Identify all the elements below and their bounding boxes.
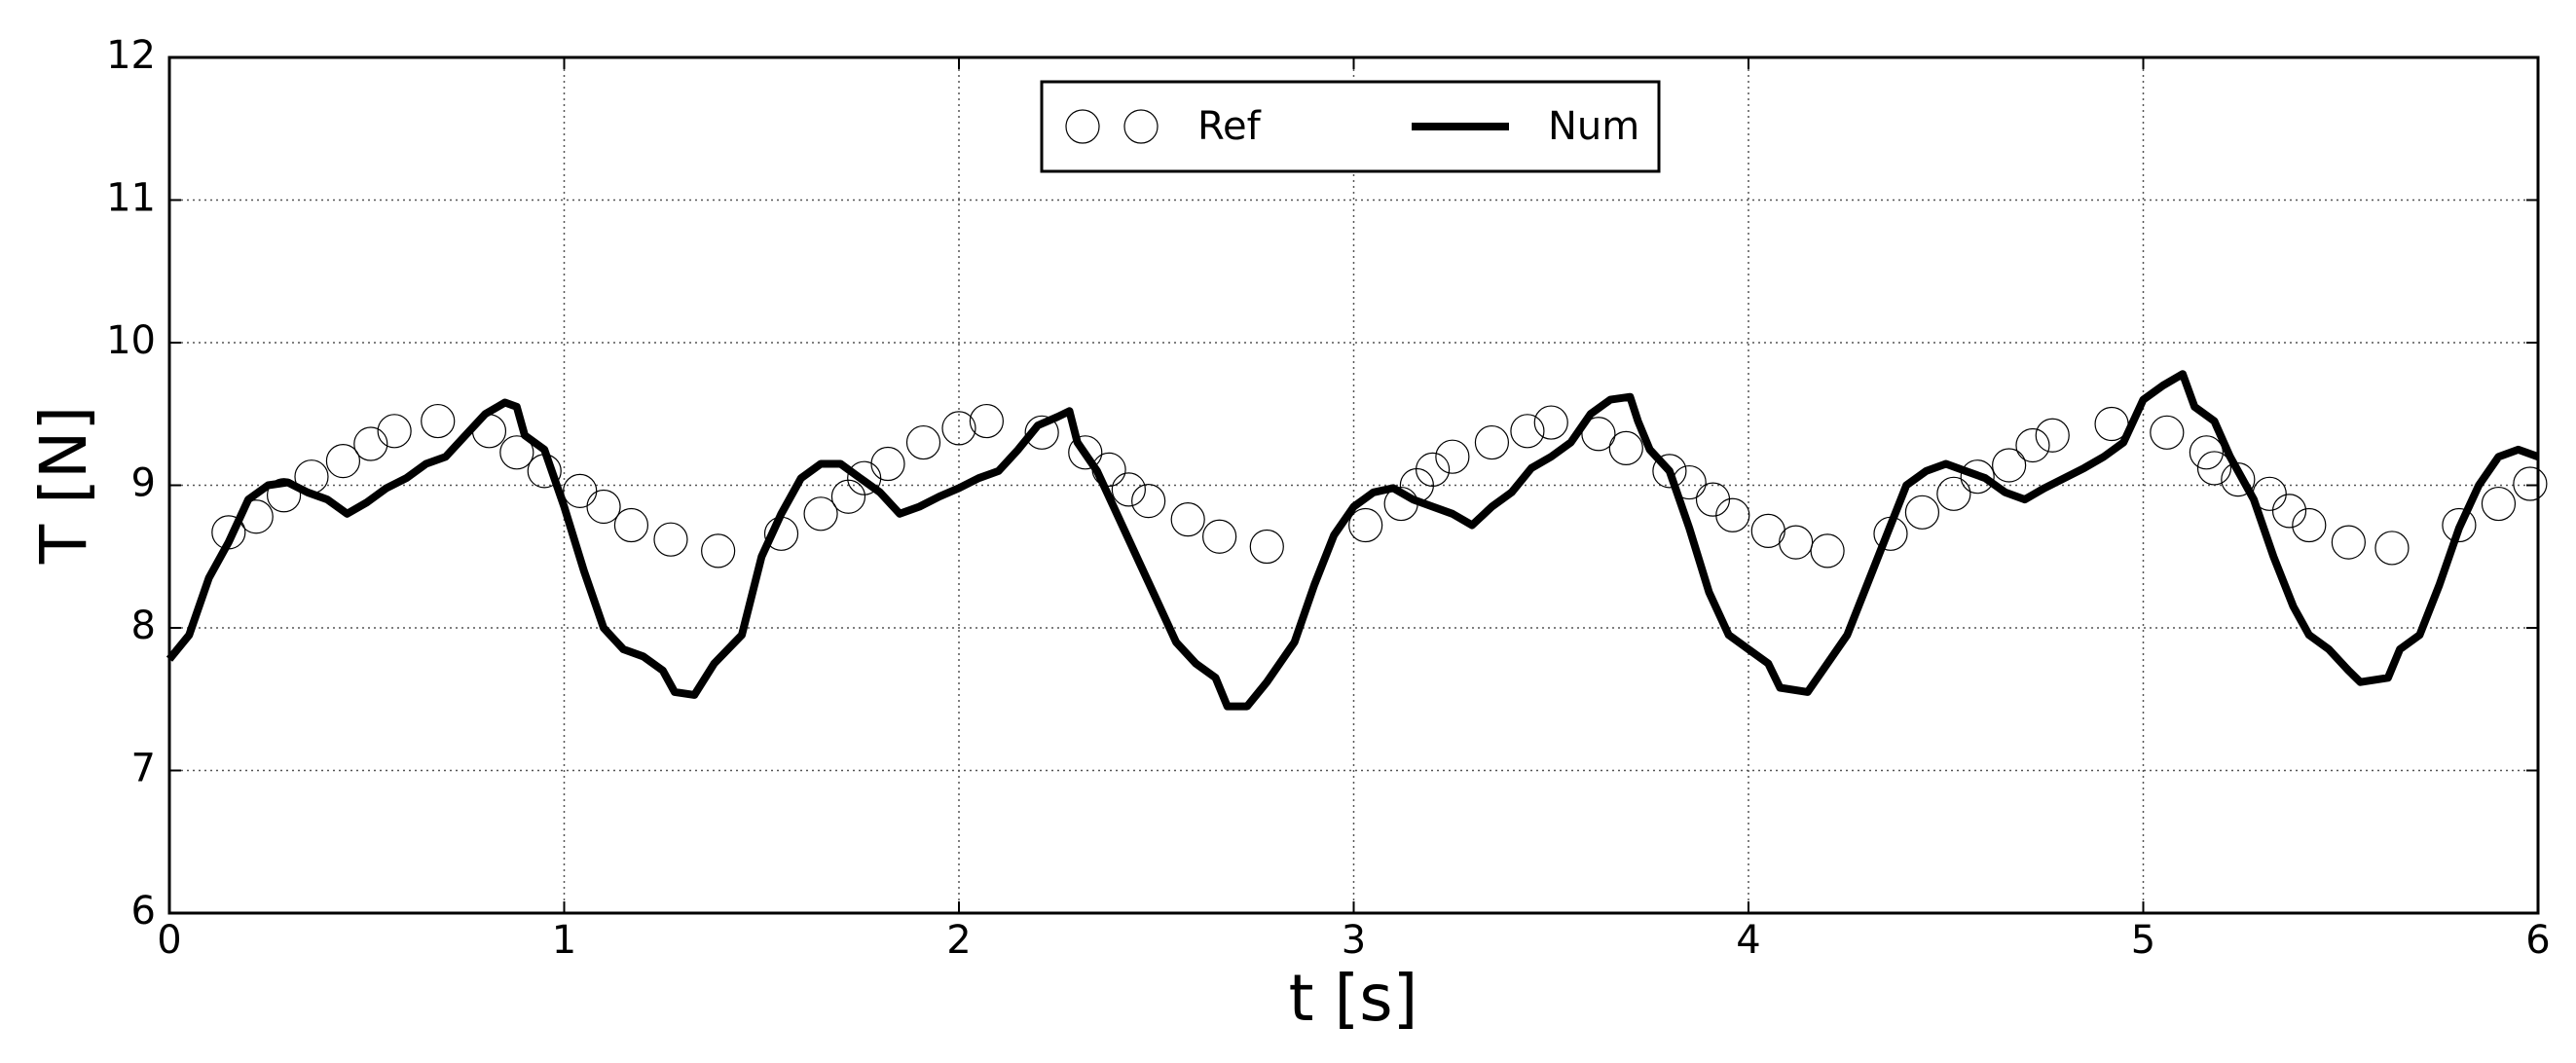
ref-marker [1111,472,1146,507]
num-line [166,370,2540,711]
ref-marker [1904,495,1940,530]
ref-marker [1510,414,1545,449]
x-tick-label: 0 [157,918,181,963]
ref-marker [1960,459,1995,495]
legend-marker [1065,109,1100,144]
x-tick-label: 1 [552,918,576,963]
ref-marker [1415,452,1451,487]
x-axis-label: t [s] [1289,961,1418,1036]
legend-marker [1123,109,1159,144]
ref-marker [1435,439,1470,474]
ref-marker [1202,519,1237,554]
x-tick-label: 6 [2525,918,2550,963]
ref-marker [870,446,905,482]
ref-marker [1348,507,1383,543]
ref-marker [2196,451,2232,486]
ref-marker [1750,513,1785,548]
ref-marker [1810,533,1845,568]
ref-marker [653,522,688,557]
ref-marker [1131,484,1166,519]
ref-marker [325,443,361,479]
ref-marker [2189,435,2224,470]
ref-marker [2442,507,2477,543]
ref-marker [1936,476,1971,511]
y-tick-label: 9 [131,461,156,506]
ref-marker [2150,415,2185,450]
legend-label: Num [1548,104,1639,149]
ref-marker [1170,502,1205,537]
x-tick-label: 4 [1736,918,1760,963]
ref-marker [2331,525,2366,560]
ref-marker [1608,430,1643,466]
ref-marker [2035,418,2070,453]
legend-label: Ref [1197,104,1262,149]
ref-marker [499,435,534,470]
y-axis-label: T [N] [26,406,101,565]
ref-marker [1779,525,1814,560]
ref-marker [1652,454,1687,489]
y-tick-label: 8 [131,604,156,648]
ref-marker [1068,435,1103,470]
ref-marker [830,479,866,514]
ref-marker [353,426,388,461]
ref-marker [266,478,302,513]
y-tick-label: 11 [106,176,156,221]
ref-marker [421,403,456,439]
y-tick-label: 10 [106,318,156,363]
ref-marker [2513,466,2548,501]
ref-marker [377,414,412,449]
ref-marker [1249,529,1284,565]
ref-marker [2271,494,2307,529]
ref-marker [2481,486,2517,522]
ref-marker [847,460,882,495]
ref-marker [803,496,838,532]
y-tick-label: 6 [131,889,156,934]
ref-marker [586,489,621,525]
x-tick-label: 5 [2131,918,2155,963]
ref-marker [563,473,598,508]
y-tick-label: 7 [131,747,156,791]
ref-marker [969,403,1004,439]
ref-marker [905,424,941,460]
ref-marker [2374,531,2410,566]
ref-marker [1474,424,1510,460]
x-tick-label: 3 [1342,918,1366,963]
ref-marker [941,411,976,446]
plot-frame [167,55,2540,915]
ref-marker [1533,405,1568,440]
ref-marker [2015,427,2050,463]
legend-box [1040,80,1661,173]
ref-marker [1024,415,1059,450]
ref-marker [1581,417,1616,452]
x-tick-label: 2 [946,918,971,963]
ref-marker [613,507,649,543]
y-tick-label: 12 [106,33,156,78]
ref-marker [1992,448,2027,483]
ref-marker [2292,507,2327,543]
ref-marker [1715,497,1750,532]
ref-marker [701,533,736,568]
